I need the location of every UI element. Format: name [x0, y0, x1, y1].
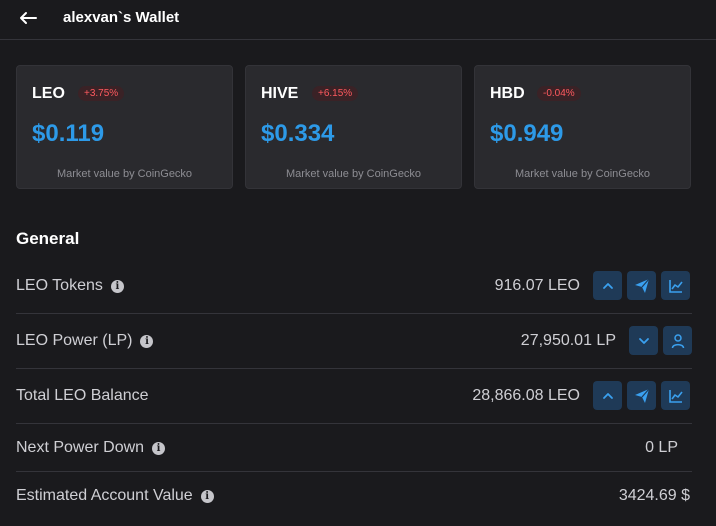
row-value: 916.07 LEO: [494, 277, 580, 294]
info-icon[interactable]: i: [110, 279, 124, 293]
send-icon: [634, 388, 649, 403]
card-symbol: LEO: [32, 85, 65, 102]
row-total-leo-balance: Total LEO Balance 28,866.08 LEO: [16, 369, 692, 423]
card-source-note: Market value by CoinGecko: [285, 168, 422, 180]
send-button[interactable]: [627, 271, 656, 300]
row-label-text: LEO Tokens: [16, 277, 103, 294]
chevron-up-icon: [602, 282, 613, 289]
chevron-down-icon: [638, 337, 649, 344]
power-up-button[interactable]: [593, 271, 622, 300]
chart-button[interactable]: [661, 381, 690, 410]
divider: [16, 368, 692, 369]
row-next-power-down: Next Power Down i 0 LP: [16, 424, 692, 478]
row-value: 28,866.08 LEO: [472, 387, 580, 404]
row-estimated-account-value: Estimated Account Value i 3424.69 $: [16, 472, 692, 526]
row-value: 27,950.01 LP: [520, 332, 616, 349]
row-label: Estimated Account Value i: [16, 487, 214, 505]
row-leo-power: LEO Power (LP) i 27,950.01 LP: [16, 314, 692, 368]
power-up-button[interactable]: [593, 381, 622, 410]
chart-button[interactable]: [661, 271, 690, 300]
card-source-note: Market value by CoinGecko: [514, 168, 651, 180]
chart-icon: [668, 389, 683, 403]
delegate-button[interactable]: [663, 326, 692, 355]
row-label-text: LEO Power (LP): [16, 332, 133, 349]
price-change-badge: +6.15%: [312, 86, 359, 101]
card-price: $0.949: [490, 120, 564, 147]
row-leo-tokens: LEO Tokens i 916.07 LEO: [16, 259, 692, 313]
price-change-badge: +3.75%: [78, 86, 125, 101]
card-price: $0.334: [261, 120, 335, 147]
row-label: Total LEO Balance: [16, 387, 149, 405]
divider: [16, 471, 692, 472]
app-header: alexvan`s Wallet: [0, 0, 716, 40]
send-icon: [634, 278, 649, 293]
row-label-text: Estimated Account Value: [16, 487, 193, 504]
price-card-hbd: HBD -0.04% $0.949 Market value by CoinGe…: [474, 65, 691, 189]
card-symbol: HIVE: [261, 85, 299, 102]
card-price: $0.119: [32, 120, 105, 147]
price-card-hive: HIVE +6.15% $0.334 Market value by CoinG…: [245, 65, 462, 189]
card-source-note: Market value by CoinGecko: [56, 168, 193, 180]
row-value: 0 LP: [645, 439, 678, 456]
info-icon[interactable]: i: [152, 441, 166, 455]
info-icon[interactable]: i: [140, 334, 154, 348]
row-label-text: Total LEO Balance: [16, 387, 149, 404]
row-label: LEO Power (LP) i: [16, 332, 154, 350]
divider: [16, 423, 692, 424]
row-label: Next Power Down i: [16, 439, 166, 457]
back-arrow-icon: [20, 12, 37, 24]
price-cards: LEO +3.75% $0.119 Market value by CoinGe…: [16, 65, 692, 189]
page-title: alexvan`s Wallet: [63, 9, 180, 26]
user-icon: [671, 333, 684, 348]
card-symbol: HBD: [490, 85, 525, 102]
divider: [16, 313, 692, 314]
back-button[interactable]: [14, 6, 42, 30]
row-value: 3424.69 $: [618, 487, 690, 504]
section-title-general: General: [16, 229, 80, 248]
send-button[interactable]: [627, 381, 656, 410]
price-card-leo: LEO +3.75% $0.119 Market value by CoinGe…: [16, 65, 233, 189]
row-label-text: Next Power Down: [16, 439, 145, 456]
row-label: LEO Tokens i: [16, 277, 124, 295]
info-icon[interactable]: i: [200, 489, 214, 503]
power-down-button[interactable]: [629, 326, 658, 355]
price-change-badge: -0.04%: [537, 86, 581, 101]
chevron-up-icon: [602, 392, 613, 399]
chart-icon: [668, 279, 683, 293]
